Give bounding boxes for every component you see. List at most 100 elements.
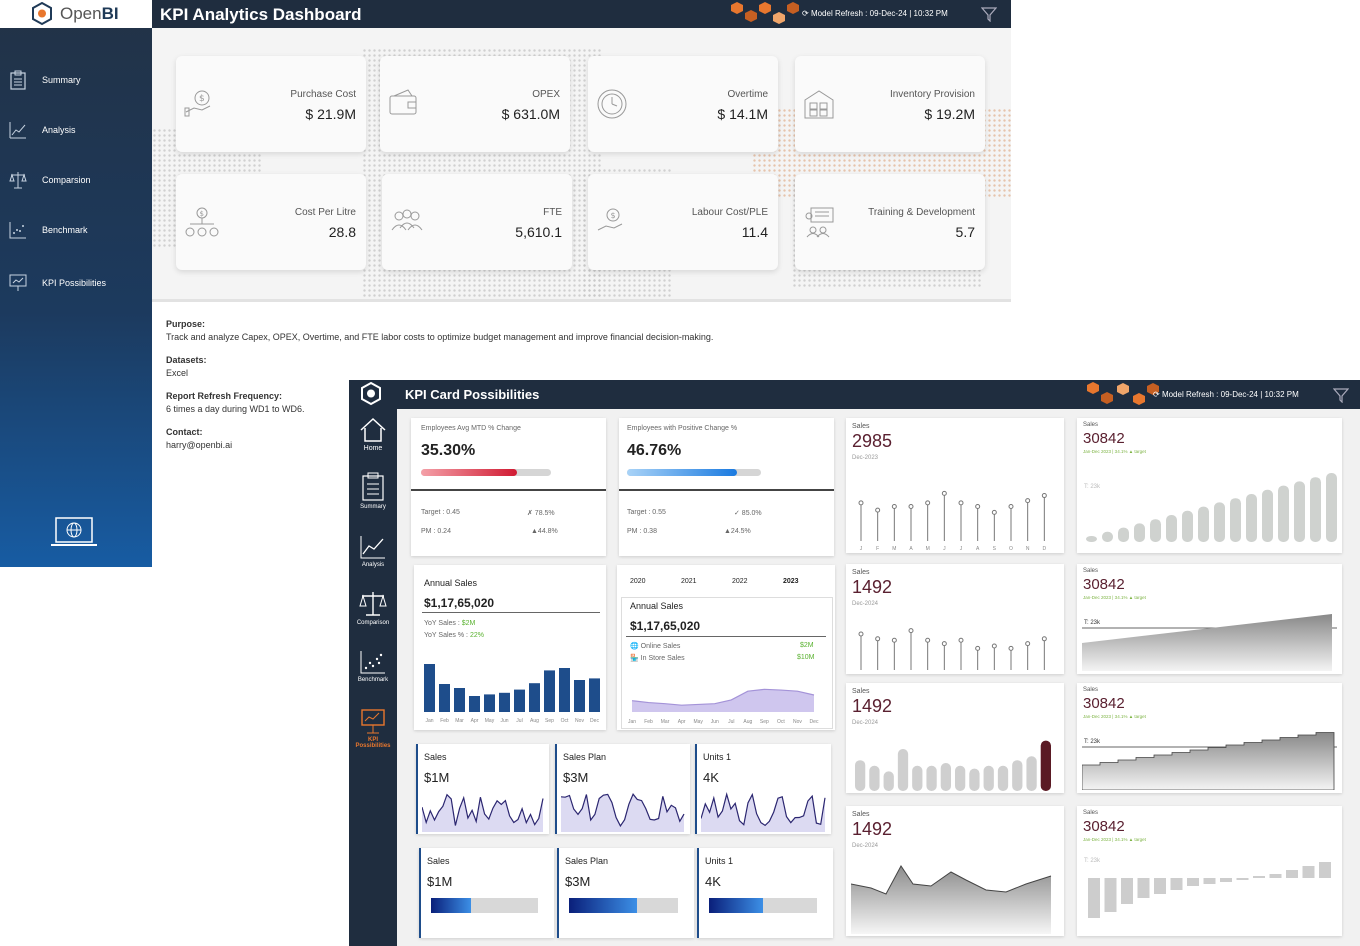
- mini-chart: [858, 628, 1047, 670]
- year-tab-2023[interactable]: 2023: [783, 578, 799, 585]
- divider: [411, 489, 606, 491]
- monthly-bar-chart: Jan Feb Mar Apr May Jun Jul Aug Sep Oct Nov Dec: [424, 664, 600, 724]
- card-value: 30842: [1083, 695, 1125, 712]
- sales-card-1[interactable]: Sales 2985 Dec-2023 J F M A M J J A S O N D: [846, 418, 1064, 553]
- target-bar: [1214, 502, 1225, 542]
- card-value: $1M: [427, 874, 453, 889]
- target-bar: [1150, 519, 1161, 542]
- spark-card-3[interactable]: Units 1 4K: [695, 744, 831, 834]
- clipboard-icon: [10, 70, 26, 90]
- kpi-area: $ Purchase Cost $ 21.9M OPEX $ 631.0M Ov…: [152, 28, 1011, 302]
- target-bar: [1086, 536, 1097, 542]
- kpi-card-overtime[interactable]: Overtime $ 14.1M: [588, 56, 778, 152]
- sidebar-item-home[interactable]: Home: [349, 417, 397, 452]
- divider: [152, 299, 1011, 302]
- sidebar-item-kpi-possibilities[interactable]: KPI Possibilities: [0, 269, 152, 299]
- month-tick-label: May: [693, 719, 703, 725]
- sparkline: [422, 793, 544, 832]
- sidebar-item-comparison[interactable]: Comparison: [349, 590, 397, 626]
- filter-icon[interactable]: [1333, 387, 1349, 403]
- kpi-card-fte[interactable]: FTE 5,610.1: [382, 174, 572, 270]
- laptop-globe-icon[interactable]: [49, 515, 99, 549]
- target-card-2[interactable]: Sales 30842 Jan-Dec 2023 | 34.1% ▲ target T…: [1077, 564, 1342, 674]
- annual-sales-area-card[interactable]: 2020 2021 2022 2023 Annual Sales $1,17,6…: [617, 565, 835, 730]
- sidebar-item-summary[interactable]: Summary: [0, 66, 152, 96]
- kpi-card-training-development[interactable]: Training & Development 5.7: [795, 174, 985, 270]
- sales-card-3[interactable]: Sales 1492 Dec-2024: [846, 683, 1064, 793]
- employees-avg-card[interactable]: Employees Avg MTD % Change 35.30% Target…: [411, 418, 606, 556]
- sidebar-item-benchmark[interactable]: Benchmark: [349, 649, 397, 683]
- card-value: 35.30%: [421, 442, 476, 459]
- target-card-4[interactable]: Sales 30842 Jan-Dec 2023 | 34.1% ▲ target T…: [1077, 806, 1342, 936]
- kpi-label: Inventory Provision: [889, 89, 975, 100]
- card-value: 2985: [852, 431, 893, 451]
- month-tick-label: M: [926, 546, 930, 551]
- sales-card-2[interactable]: Sales 1492 Dec-2024: [846, 564, 1064, 674]
- month-tick-label: D: [1043, 546, 1047, 551]
- sales-bar: [926, 765, 937, 791]
- model-refresh-text: ⟳ Model Refresh : 09-Dec-24 | 10:32 PM: [1153, 390, 1299, 399]
- sales-bar: [940, 763, 951, 791]
- sidebar-item-analysis[interactable]: Analysis: [349, 534, 397, 568]
- lollipop-dot: [941, 641, 947, 647]
- year-tab-2020[interactable]: 2020: [630, 578, 646, 585]
- target-bar: [1262, 489, 1273, 542]
- spark-card-2[interactable]: Sales Plan $3M: [555, 744, 690, 834]
- sidebar-item-kpi-possibilities[interactable]: KPI Possibilities: [349, 707, 397, 749]
- month-tick-label: Jul: [728, 719, 734, 725]
- sidebar-item-label: Analysis: [361, 562, 385, 568]
- month-tick-label: A: [909, 546, 913, 551]
- progress-fill: [627, 469, 737, 476]
- target-card-1[interactable]: Sales 30842 Jan-Dec 2023 | 34.1% ▲ target T…: [1077, 418, 1342, 553]
- month-tick-label: S: [993, 546, 997, 551]
- kpi-card-purchase-cost[interactable]: $ Purchase Cost $ 21.9M: [176, 56, 366, 152]
- target-chart: T: 23k: [1084, 858, 1331, 918]
- sidebar-item-benchmark[interactable]: Benchmark: [0, 216, 152, 246]
- bar-card-3[interactable]: Units 1 4K: [697, 848, 833, 938]
- kpi-card-labour-cost-ple[interactable]: $ Labour Cost/PLE 11.4: [588, 174, 778, 270]
- hand-dollar-icon: $: [597, 208, 623, 231]
- month-tick-label: Nov: [793, 719, 802, 725]
- sidebar-item-summary[interactable]: Summary: [349, 472, 397, 510]
- kpi-label: Purchase Cost: [290, 89, 356, 100]
- sales-card-4[interactable]: Sales 1492 Dec-2024: [846, 806, 1064, 936]
- sparkline-area: [561, 794, 684, 832]
- card-value: $1M: [424, 770, 450, 785]
- annual-sales-card[interactable]: Annual Sales $1,17,65,020 YoY Sales : $2…: [414, 565, 606, 730]
- kpi-card-cost-per-litre[interactable]: $ Cost Per Litre 28.8: [176, 174, 366, 270]
- sales-bar: [897, 749, 909, 791]
- filter-icon[interactable]: [981, 6, 997, 22]
- sidebar-item-comparsion[interactable]: Comparsion: [0, 166, 152, 196]
- sidebar-item-label: KPI Possibilities: [355, 737, 391, 749]
- card-label: Sales: [852, 688, 870, 695]
- employees-positive-card[interactable]: Employees with Positive Change % 46.76% …: [619, 418, 834, 556]
- card-label: Sales Plan: [563, 752, 607, 762]
- year-slicer: 2020 2021 2022 2023: [617, 565, 835, 597]
- sidebar-item-label: KPI Possibilities: [42, 278, 107, 288]
- bar-card-1[interactable]: Sales $1M: [419, 848, 554, 938]
- lollipop-dot: [925, 500, 931, 506]
- bar-card-2[interactable]: Sales Plan $3M: [557, 848, 694, 938]
- year-tab-2022[interactable]: 2022: [732, 578, 748, 585]
- spark-card-1[interactable]: Sales $1M: [416, 744, 549, 834]
- refresh-icon: ⟳: [1153, 390, 1162, 399]
- target-label: T: 23k: [1084, 858, 1101, 864]
- month-tick-label: Aug: [743, 719, 752, 725]
- target-chart: T: 23k: [1082, 614, 1337, 671]
- card-date: Dec-2024: [852, 601, 879, 607]
- month-tick-label: F: [876, 546, 879, 551]
- lollipop-dot: [1025, 498, 1031, 504]
- kpi-card-opex[interactable]: OPEX $ 631.0M: [380, 56, 570, 152]
- sidebar-item-analysis[interactable]: Analysis: [0, 116, 152, 146]
- kpi-card-inventory-provision[interactable]: Inventory Provision $ 19.2M: [795, 56, 985, 152]
- card-value: 46.76%: [627, 442, 682, 459]
- sidebar-item-label: Summary: [42, 75, 81, 85]
- variance-bar: [1319, 862, 1331, 878]
- month-tick-label: Jan: [425, 718, 433, 724]
- month-tick-label: Feb: [440, 718, 449, 724]
- contact-email[interactable]: harry@openbi.ai: [166, 440, 233, 450]
- target-label: T: 23k: [1084, 620, 1101, 626]
- target-card-3[interactable]: Sales 30842 Jan-Dec 2023 | 34.1% ▲ target T…: [1077, 683, 1342, 793]
- year-tab-2021[interactable]: 2021: [681, 578, 697, 585]
